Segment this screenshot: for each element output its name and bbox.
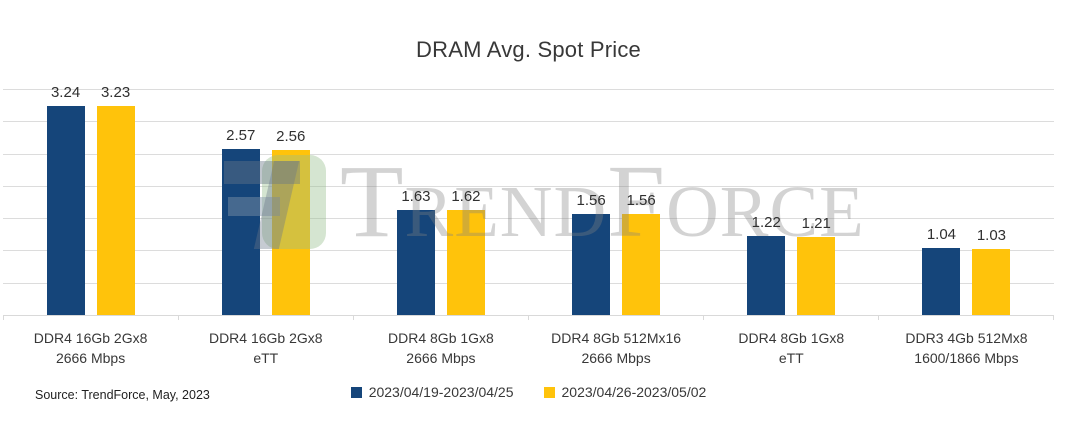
bar-group: 1.56 1.56	[529, 89, 704, 315]
bar-unit: 1.04	[922, 225, 961, 315]
bar-group: 1.22 1.21	[704, 89, 879, 315]
legend-label-week1: 2023/04/19-2023/04/25	[368, 384, 514, 400]
category-label-line: DDR4 8Gb 512Mx16	[551, 330, 682, 346]
category-label-line: DDR4 8Gb 1Gx8	[738, 330, 845, 346]
legend-item-week1: 2023/04/19-2023/04/25	[350, 384, 514, 400]
axis-tick-cell	[354, 315, 529, 320]
bar	[572, 214, 611, 315]
chart-title: DRAM Avg. Spot Price	[416, 37, 641, 62]
category-label-line: 2666 Mbps	[55, 349, 126, 366]
gridline	[3, 153, 1054, 155]
bar-value-label: 1.56	[626, 192, 656, 210]
bar	[221, 149, 260, 315]
category-label: DDR3 4Gb 512Mx8 1600/1866 Mbps	[879, 329, 1054, 369]
axis-tick-cell	[3, 315, 179, 320]
bar-unit: 1.62	[446, 188, 485, 315]
bar-group: 3.24 3.23	[3, 84, 178, 315]
category-label: DDR4 8Gb 512Mx16 2666 Mbps	[529, 329, 704, 369]
category-label-line: DDR3 4Gb 512Mx8	[905, 330, 1028, 346]
category-label-line: DDR4 16Gb 2Gx8	[208, 330, 323, 346]
axis-tick-cell	[879, 315, 1054, 320]
bar-group: 1.04 1.03	[879, 89, 1054, 315]
bar	[271, 149, 310, 315]
bar-unit: 2.57	[221, 127, 260, 315]
category-label-line: DDR4 16Gb 2Gx8	[33, 330, 148, 346]
gridline	[3, 121, 1054, 123]
bar-value-label: 2.57	[226, 127, 256, 145]
category-label-line: 1600/1866 Mbps	[914, 349, 1019, 366]
axis-tick-cell	[529, 315, 704, 320]
axis-tick-cell	[179, 315, 354, 320]
bar-unit: 1.21	[797, 214, 836, 315]
category-label: DDR4 8Gb 1Gx8 2666 Mbps	[353, 329, 528, 369]
bar	[747, 236, 786, 315]
bar	[797, 236, 836, 315]
bar-unit: 2.56	[271, 127, 310, 315]
bar-group: 1.63 1.62	[353, 89, 528, 315]
category-axis-labels: DDR4 16Gb 2Gx8 2666 Mbps DDR4 16Gb 2Gx8 eTT…	[3, 329, 1054, 369]
bar	[922, 247, 961, 315]
bar-value-label: 3.24	[50, 83, 81, 101]
bar-value-label: 1.22	[751, 214, 781, 232]
gridline	[3, 89, 1054, 90]
bar	[622, 214, 661, 315]
bar-value-label: 2.56	[276, 127, 306, 145]
gridline	[3, 250, 1054, 252]
bar-value-label: 1.62	[451, 188, 481, 206]
bar-value-label: 3.23	[100, 84, 131, 102]
bar	[96, 106, 135, 315]
category-label-line: 2666 Mbps	[581, 349, 651, 366]
legend-item-week2: 2023/04/26-2023/05/02	[543, 384, 707, 400]
bar-unit: 1.22	[747, 214, 786, 315]
source-note: Source: TrendForce, May, 2023	[35, 388, 210, 402]
axis-tick-cell	[704, 315, 879, 320]
gridline	[3, 185, 1054, 187]
bar-unit: 1.56	[622, 192, 661, 315]
bar-value-label: 1.04	[926, 225, 957, 243]
category-label-line: 2666 Mbps	[406, 349, 476, 366]
legend-label-week2: 2023/04/26-2023/05/02	[561, 384, 707, 400]
bar-unit: 3.23	[96, 84, 135, 315]
category-label-line: DDR4 8Gb 1Gx8	[388, 330, 494, 346]
bar-group: 2.57 2.56	[178, 89, 353, 315]
bar-value-label: 1.03	[976, 226, 1007, 244]
plot-area: 3.24 3.23 2.57 2.56 1.63 1.62 1.56 1.56 1.22 1.21…	[3, 84, 1054, 320]
bar-unit: 1.03	[972, 226, 1011, 315]
legend-swatch-yellow	[543, 386, 555, 398]
category-label: DDR4 16Gb 2Gx8 2666 Mbps	[3, 329, 178, 369]
bar	[396, 209, 435, 315]
gridline	[3, 282, 1054, 284]
bar-value-label: 1.56	[576, 192, 606, 210]
category-label-line: eTT	[253, 349, 279, 366]
bar-unit: 1.63	[396, 187, 435, 315]
bar	[446, 210, 485, 315]
category-label: DDR4 8Gb 1Gx8 eTT	[704, 329, 879, 369]
legend-swatch-blue	[350, 386, 362, 398]
gridline	[3, 218, 1054, 220]
chart-legend: 2023/04/19-2023/04/25 2023/04/26-2023/05…	[3, 384, 1054, 400]
category-label-line: eTT	[778, 349, 804, 366]
bar-unit: 1.56	[572, 192, 611, 315]
bar-groups-row: 3.24 3.23 2.57 2.56 1.63 1.62 1.56 1.56 1.22 1.21…	[3, 84, 1054, 315]
bar	[972, 248, 1011, 315]
bar-value-label: 1.21	[801, 214, 831, 232]
bar-value-label: 1.63	[401, 187, 431, 205]
x-axis-ticks	[3, 315, 1054, 320]
bar-unit: 3.24	[46, 83, 85, 315]
category-label: DDR4 16Gb 2Gx8 eTT	[178, 329, 353, 369]
bar	[46, 105, 85, 315]
